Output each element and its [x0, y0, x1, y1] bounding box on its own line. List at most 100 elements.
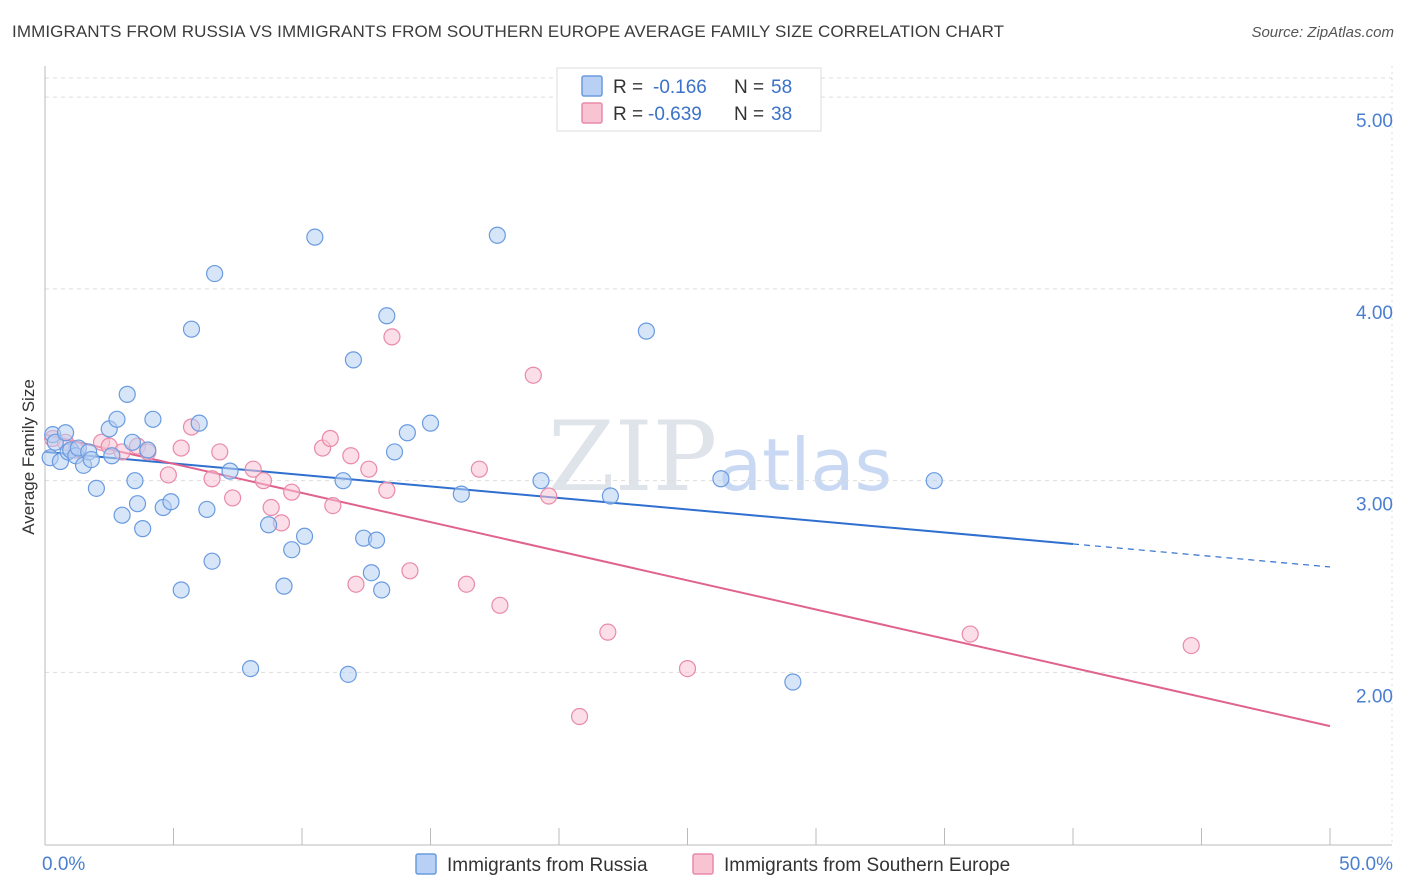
- russia-point: [373, 581, 391, 599]
- seurope-r-label: R =: [613, 104, 643, 125]
- russia-point: [275, 577, 293, 595]
- russia-point: [421, 414, 440, 432]
- russia-point: [139, 441, 157, 459]
- russia-point: [784, 673, 802, 691]
- russia-point: [242, 659, 260, 678]
- seurope-point: [570, 707, 589, 726]
- seurope-point: [678, 659, 697, 678]
- russia-point: [334, 472, 352, 490]
- watermark-atlas: atlas: [718, 423, 892, 507]
- russia-point: [123, 433, 141, 451]
- seurope-point: [599, 623, 617, 641]
- chart-title: IMMIGRANTS FROM RUSSIA VS IMMIGRANTS FRO…: [12, 22, 1005, 41]
- russia-point: [182, 320, 201, 338]
- seurope-point: [283, 483, 301, 501]
- russia-point: [198, 500, 216, 519]
- russia-point: [87, 479, 106, 497]
- russia-point: [144, 410, 162, 428]
- seurope-point: [244, 460, 262, 478]
- russia-point: [637, 322, 655, 340]
- russia-point: [532, 472, 550, 490]
- watermark-zip: ZIP: [548, 401, 717, 513]
- y-tick-label: 2.00: [1356, 686, 1393, 707]
- russia-point: [203, 552, 221, 570]
- seurope-point: [159, 466, 177, 484]
- seurope-n-value: 38: [771, 104, 792, 125]
- russia-point: [113, 506, 131, 524]
- y-tick-label: 5.00: [1356, 111, 1393, 132]
- y-tick-label: 3.00: [1356, 495, 1393, 516]
- seurope-point: [383, 328, 401, 346]
- legend-seurope-swatch: [692, 853, 714, 875]
- russia-trend-line: [44, 450, 1074, 545]
- legend-russia-label: Immigrants from Russia: [447, 855, 648, 876]
- series-legend: Immigrants from Russia Immigrants from S…: [415, 853, 1010, 876]
- data-points: [41, 226, 1200, 726]
- russia-point: [172, 581, 190, 599]
- y-tick-label: 4.00: [1356, 303, 1393, 324]
- russia-point: [108, 410, 126, 428]
- russia-point: [162, 493, 180, 511]
- russia-point: [362, 564, 380, 582]
- seurope-point: [378, 481, 396, 499]
- legend-seurope-label: Immigrants from Southern Europe: [724, 855, 1010, 876]
- russia-point: [385, 443, 404, 461]
- seurope-point: [342, 447, 360, 465]
- russia-point: [56, 424, 75, 442]
- russia-r-label: R =: [613, 77, 643, 98]
- russia-n-value: 58: [771, 77, 792, 98]
- russia-point: [190, 414, 208, 432]
- russia-point: [221, 462, 239, 480]
- russia-point: [344, 351, 362, 369]
- x-tick-label: 50.0%: [1339, 854, 1393, 875]
- y-axis-label: Average Family Size: [19, 379, 38, 535]
- russia-swatch: [581, 75, 603, 97]
- seurope-point: [262, 498, 280, 517]
- russia-n-label: N =: [734, 77, 764, 98]
- seurope-point: [961, 625, 979, 643]
- seurope-point: [224, 489, 242, 507]
- russia-point: [295, 527, 314, 545]
- seurope-point: [524, 366, 542, 384]
- russia-trend-extension: [1072, 543, 1331, 568]
- russia-point: [128, 495, 147, 513]
- seurope-point: [457, 575, 476, 593]
- russia-point: [488, 226, 506, 244]
- russia-point: [259, 516, 278, 534]
- russia-point: [283, 541, 301, 559]
- russia-point: [134, 520, 152, 538]
- russia-point: [126, 472, 144, 490]
- tick-labels: 2.00 3.00 4.00 5.00 0.0% 50.0%: [42, 111, 1393, 875]
- seurope-point: [211, 443, 229, 461]
- seurope-n-label: N =: [734, 104, 764, 125]
- russia-point: [82, 450, 100, 469]
- seurope-point: [540, 487, 558, 505]
- seurope-point: [172, 439, 190, 457]
- russia-point: [118, 385, 136, 403]
- russia-point: [452, 485, 470, 503]
- source-credit: Source: ZipAtlas.com: [1251, 24, 1394, 41]
- russia-point: [206, 264, 224, 283]
- seurope-point: [360, 460, 378, 478]
- russia-point: [378, 307, 396, 325]
- zipatlas-watermark: ZIP atlas: [548, 401, 892, 513]
- russia-point: [103, 447, 121, 465]
- seurope-point: [254, 472, 273, 490]
- russia-point: [398, 424, 416, 442]
- seurope-r-value: -0.639: [648, 104, 702, 125]
- russia-point: [367, 531, 386, 549]
- stats-legend: R = -0.166 N = 58 R = -0.639 N = 38: [556, 67, 822, 132]
- russia-r-value: -0.166: [653, 77, 707, 98]
- x-tick-label: 0.0%: [42, 854, 85, 875]
- seurope-point: [324, 497, 342, 515]
- legend-russia-swatch: [415, 853, 437, 875]
- seurope-swatch: [581, 102, 603, 124]
- seurope-point: [1182, 636, 1200, 655]
- seurope-point: [203, 470, 221, 488]
- seurope-point: [321, 429, 339, 448]
- seurope-point: [470, 460, 488, 478]
- russia-point: [601, 487, 620, 505]
- russia-point: [925, 472, 943, 490]
- seurope-point: [491, 596, 509, 614]
